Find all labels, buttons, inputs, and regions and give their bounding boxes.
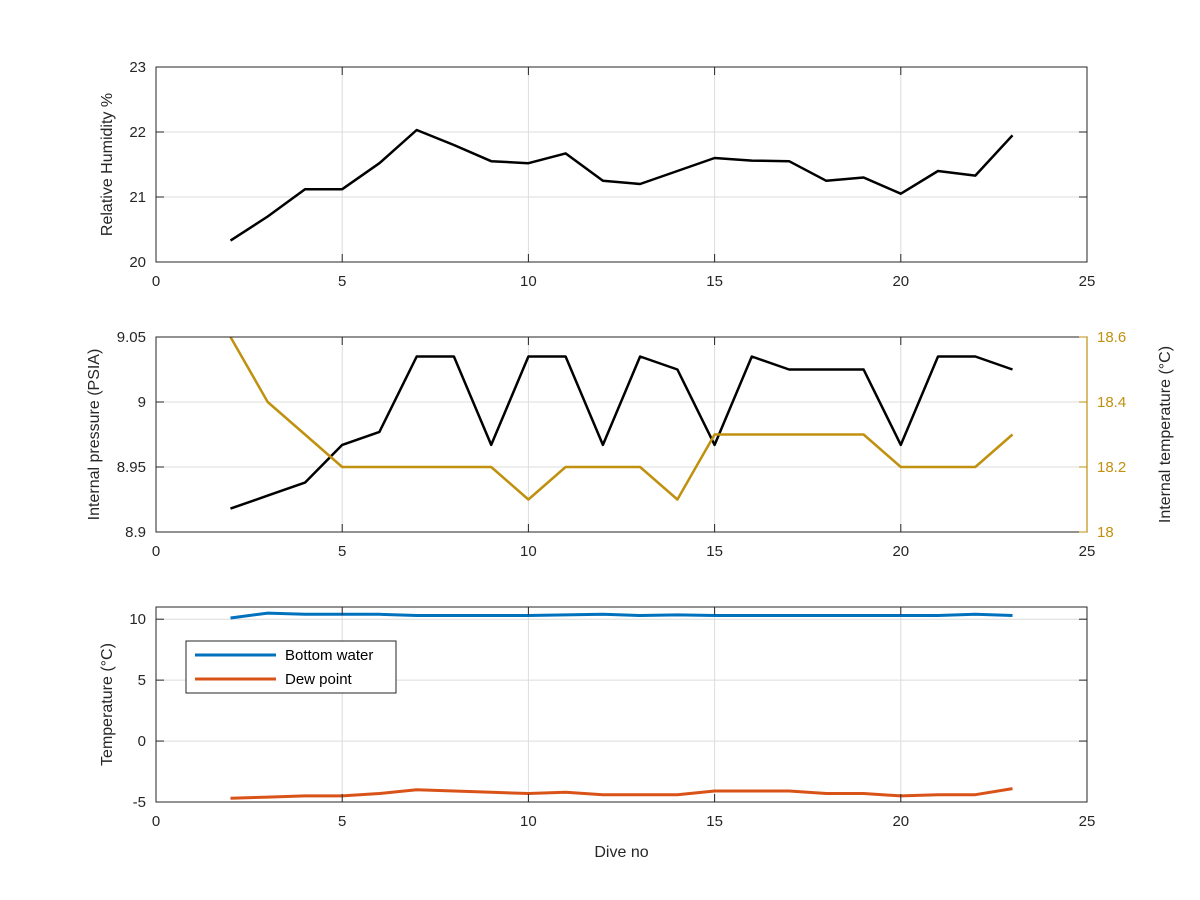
series-line-0 bbox=[230, 611, 1013, 620]
subplot-3-axes-box bbox=[155, 606, 1088, 803]
x-tick-label: 5 bbox=[338, 273, 346, 290]
series-line-1 bbox=[230, 787, 1013, 800]
x-tick-label: 20 bbox=[892, 813, 909, 830]
x-tick-label: 5 bbox=[338, 543, 346, 560]
subplot-2-series bbox=[229, 336, 1014, 510]
x-tick-label: 20 bbox=[892, 543, 909, 560]
x-tick-label: 15 bbox=[706, 273, 723, 290]
x-tick-label: 20 bbox=[892, 273, 909, 290]
x-tick-label: 5 bbox=[338, 813, 346, 830]
subplot-3-y-axis-label: Temperature (°C) bbox=[99, 643, 116, 766]
legend-box bbox=[185, 640, 397, 694]
legend-label-bottom-water: Bottom water bbox=[285, 647, 373, 664]
right-y-tick-label: 18.4 bbox=[1097, 394, 1126, 411]
subplot-2-right-y-axis-label: Internal temperature (°C) bbox=[1157, 346, 1174, 523]
right-y-tick-label: 18.2 bbox=[1097, 459, 1126, 476]
x-tick-label: 10 bbox=[520, 543, 537, 560]
subplot-3-ticks: 0 5 10 15 20 25 -5 0 5 10 bbox=[129, 607, 1095, 830]
y-tick-label: 8.9 bbox=[125, 524, 146, 541]
x-tick-label: 15 bbox=[706, 543, 723, 560]
x-tick-label: 25 bbox=[1079, 273, 1096, 290]
y-tick-label: 10 bbox=[129, 611, 146, 628]
subplot-3-series bbox=[230, 611, 1013, 800]
subplot-3-x-axis-label: Dive no bbox=[594, 844, 648, 861]
right-y-tick-label: 18 bbox=[1097, 524, 1114, 541]
y-tick-label: 0 bbox=[138, 733, 146, 750]
x-tick-label: 10 bbox=[520, 273, 537, 290]
x-tick-label: 0 bbox=[152, 543, 160, 560]
right-y-tick-label: 18.6 bbox=[1097, 329, 1126, 346]
y-tick-label: 8.95 bbox=[117, 459, 146, 476]
series-line-1 bbox=[229, 336, 1014, 501]
subplot-relative-humidity: 0 5 10 15 20 25 20 21 22 23 Relative Humidity % bbox=[99, 59, 1095, 290]
y-tick-label: 23 bbox=[129, 59, 146, 76]
legend: Bottom water Dew point bbox=[185, 640, 397, 694]
x-tick-label: 25 bbox=[1079, 543, 1096, 560]
subplot-internal-pressure: 0 5 10 15 20 25 8.9 8.95 9 9.05 18 18.2 18.4 18.6 Int… bbox=[86, 329, 1174, 560]
series-line-0 bbox=[229, 128, 1014, 242]
legend-label-dew-point: Dew point bbox=[285, 671, 353, 688]
subplot-1-ticks: 0 5 10 15 20 25 20 21 22 23 bbox=[129, 59, 1095, 290]
x-tick-label: 25 bbox=[1079, 813, 1096, 830]
y-tick-label: -5 bbox=[133, 794, 146, 811]
series-line-0 bbox=[230, 355, 1013, 510]
y-tick-label: 5 bbox=[138, 672, 146, 689]
subplot-1-y-axis-label: Relative Humidity % bbox=[99, 93, 116, 236]
x-tick-label: 0 bbox=[152, 813, 160, 830]
x-tick-label: 15 bbox=[706, 813, 723, 830]
subplot-1-axes-box bbox=[155, 66, 1088, 263]
subplot-2-ticks: 0 5 10 15 20 25 8.9 8.95 9 9.05 18 18.2 18.4 18.6 bbox=[117, 329, 1126, 560]
y-tick-label: 9 bbox=[138, 394, 146, 411]
subplot-2-y-axis-label: Internal pressure (PSIA) bbox=[86, 349, 103, 521]
subplot-temperature: 0 5 10 15 20 25 -5 0 5 10 Temperature (°C) Dive n… bbox=[99, 606, 1095, 861]
y-tick-label: 21 bbox=[129, 189, 146, 206]
x-tick-label: 10 bbox=[520, 813, 537, 830]
y-tick-label: 22 bbox=[129, 124, 146, 141]
subplot-1-series bbox=[229, 128, 1014, 242]
y-tick-label: 9.05 bbox=[117, 329, 146, 346]
y-tick-label: 20 bbox=[129, 254, 146, 271]
x-tick-label: 0 bbox=[152, 273, 160, 290]
